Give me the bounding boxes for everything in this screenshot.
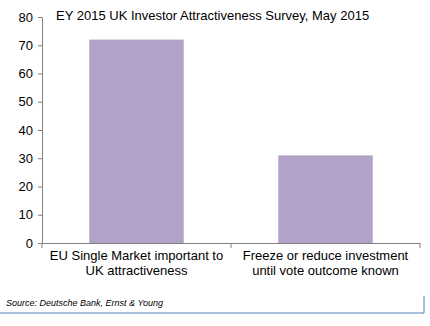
y-tick: 80 [19,10,42,25]
source: Source: Deutsche Bank, Ernst & Young [6,298,163,308]
y-tick-label: 0 [26,236,33,251]
plot-area: 0 10 20 30 40 50 60 70 80 EU Single Market import… [19,10,421,279]
x-axis: EU Single Market important toUK attracti… [42,243,421,278]
x-tick-label: EU Single Market important toUK attracti… [50,248,223,278]
y-tick-mark [38,158,42,159]
title: EY 2015 UK Investor Attractiveness Surve… [56,8,369,23]
y-tick-mark [38,215,42,216]
x-boundary-tick [42,243,43,248]
bar [278,155,373,243]
y-tick-mark [38,74,42,75]
y-tick: 20 [19,179,42,194]
frame-line [0,313,424,314]
y-tick-mark [38,187,42,188]
y-tick: 50 [19,94,42,109]
y-tick-label: 30 [19,151,33,166]
bar [89,40,184,243]
y-tick-label: 80 [19,10,33,25]
chart-container: 0 10 20 30 40 50 60 70 80 EU Single Market import… [0,0,430,326]
y-tick-label: 40 [19,123,33,138]
y-axis: 0 10 20 30 40 50 60 70 80 [19,10,43,251]
y-tick-label: 50 [19,94,33,109]
chart-svg: 0 10 20 30 40 50 60 70 80 EU Single Market import… [0,0,430,326]
y-tick-label: 60 [19,66,33,81]
x-boundary-tick [231,243,232,248]
y-tick-label: 10 [19,207,33,222]
y-tick-mark [38,45,42,46]
x-boundary-tick [420,243,421,248]
y-tick-label: 70 [19,38,33,53]
frame-line [424,296,425,313]
y-tick: 30 [19,151,42,166]
y-tick: 10 [19,207,42,222]
y-tick: 40 [19,123,42,138]
y-axis-line [38,18,43,244]
x-tick: Freeze or reduce investmentuntil vote ou… [243,243,409,278]
y-tick-mark [38,17,42,18]
y-tick-mark [38,243,42,244]
y-tick-label: 20 [19,179,33,194]
y-tick: 70 [19,38,42,53]
x-tick-label: Freeze or reduce investmentuntil vote ou… [243,248,409,278]
y-tick-mark [38,102,42,103]
bars [89,40,373,243]
y-tick: 60 [19,66,42,81]
x-tick: EU Single Market important toUK attracti… [50,243,223,278]
y-tick-mark [38,130,42,131]
y-tick: 0 [26,236,42,251]
